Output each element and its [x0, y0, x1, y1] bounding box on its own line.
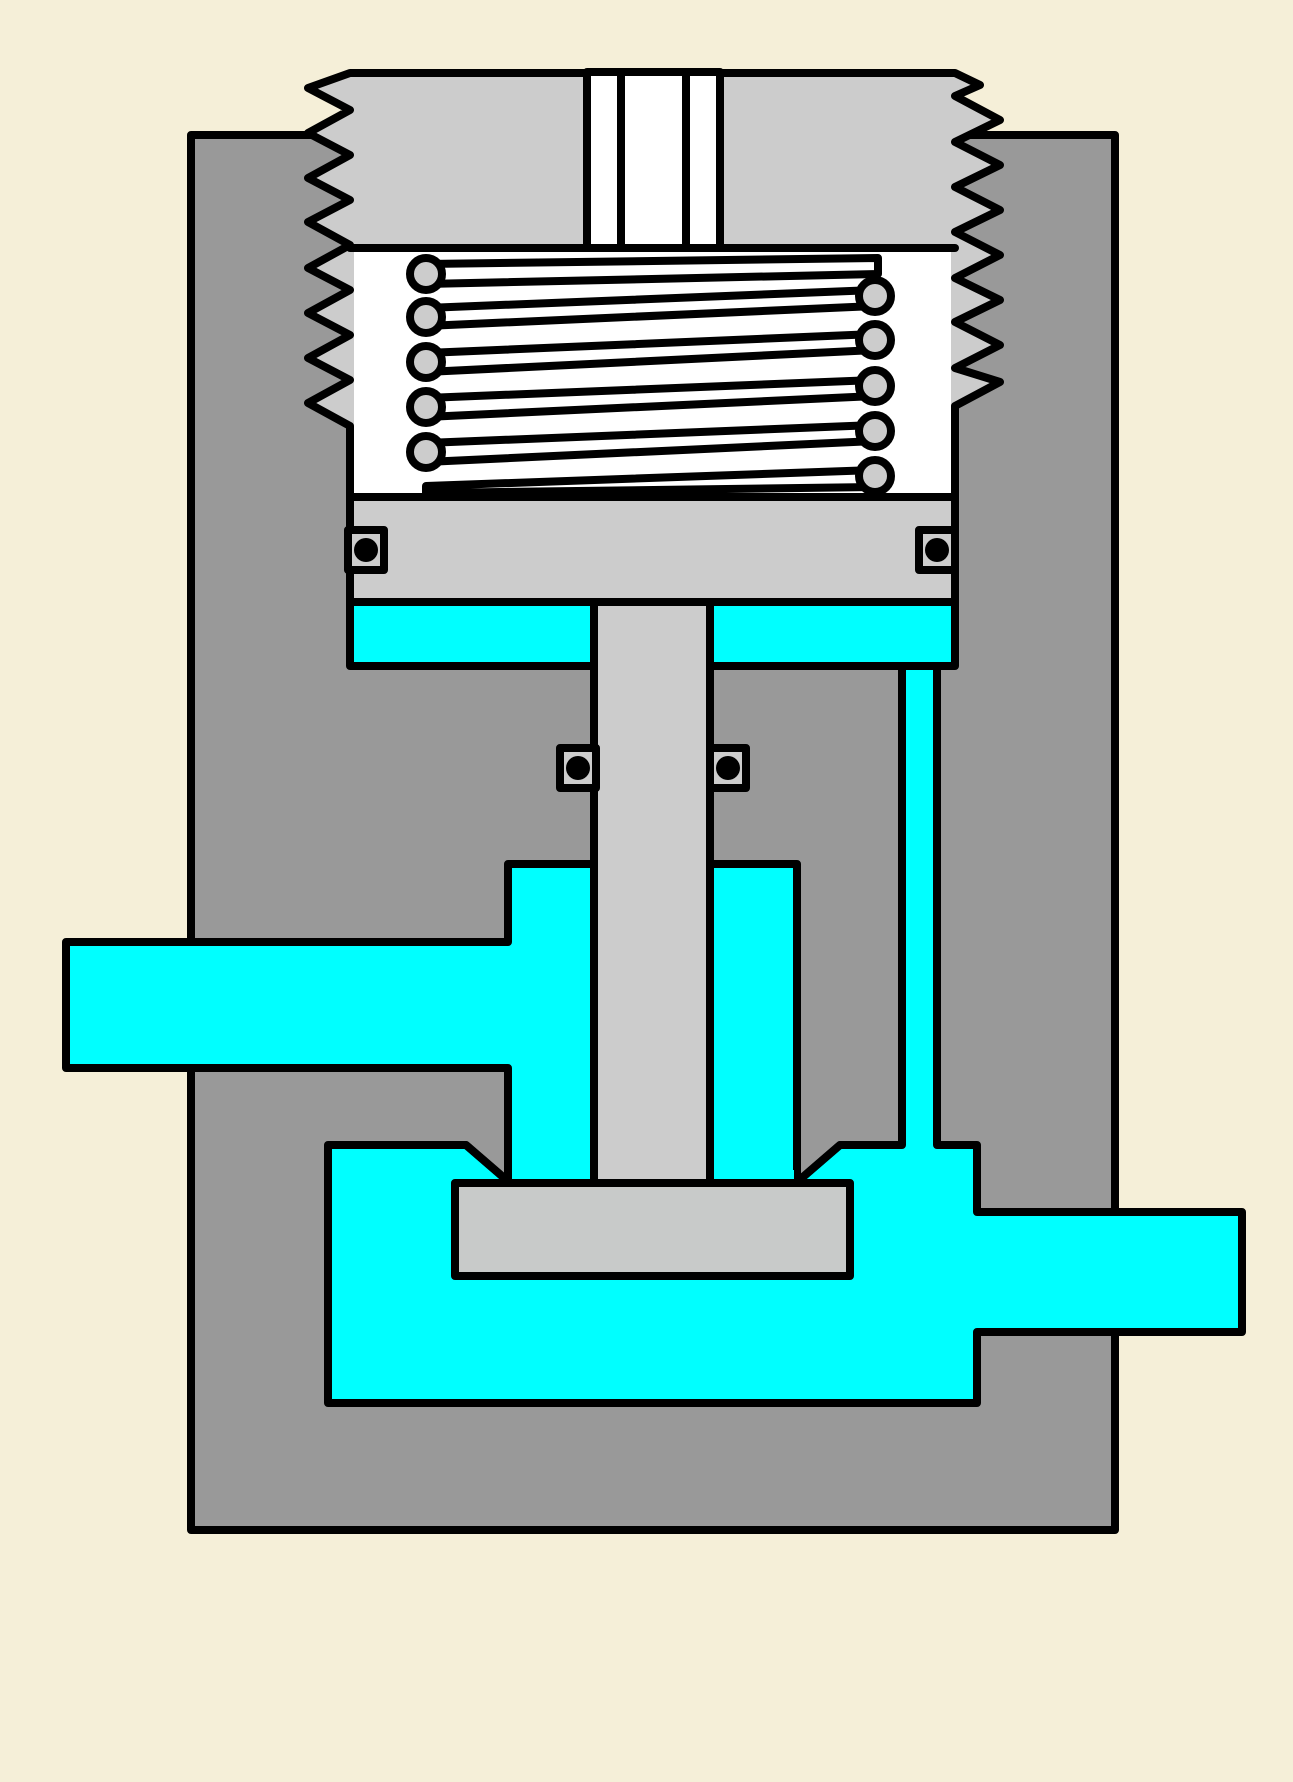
piston-o-rings — [344, 526, 959, 574]
spring-coil-end — [406, 297, 446, 337]
spring-coil-end — [855, 366, 895, 406]
spring-coil-end — [855, 320, 895, 360]
spring-coil-end — [855, 276, 895, 316]
valve-stem — [590, 598, 714, 1191]
seat-right — [792, 1141, 844, 1187]
stem-seals — [556, 744, 750, 792]
cap-slot — [583, 68, 724, 252]
spring-coil-end — [406, 342, 446, 382]
spring-coil-end — [406, 432, 446, 472]
spring-coil-end — [855, 456, 895, 496]
piston — [346, 493, 959, 606]
compression-spring — [406, 254, 895, 497]
valve-disc — [451, 1179, 854, 1280]
spring-coil-end — [406, 387, 446, 427]
seat-left — [462, 1141, 514, 1187]
spring-coil-end — [406, 254, 446, 294]
spring-coil-end — [855, 411, 895, 451]
